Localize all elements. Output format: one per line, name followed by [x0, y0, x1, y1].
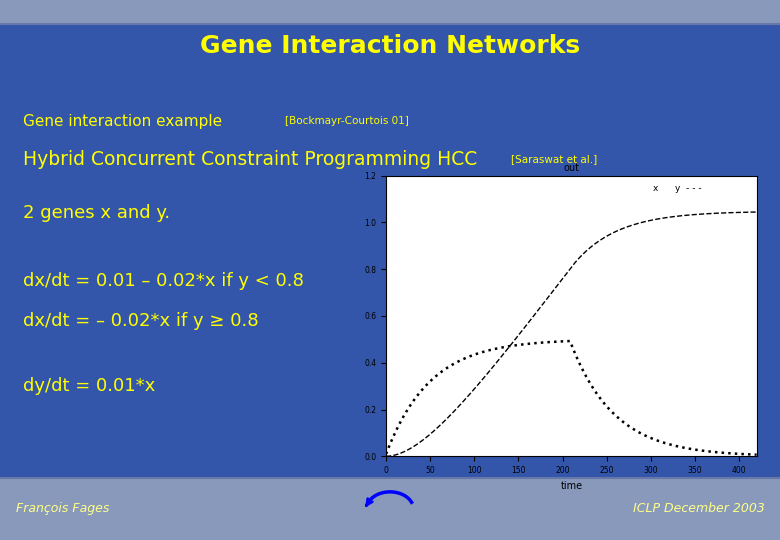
Text: Hybrid Concurrent Constraint Programming HCC: Hybrid Concurrent Constraint Programming…: [23, 150, 484, 169]
Text: x: x: [653, 184, 658, 193]
Text: ICLP December 2003: ICLP December 2003: [633, 502, 764, 515]
Text: [Bockmayr-Courtois 01]: [Bockmayr-Courtois 01]: [285, 117, 409, 126]
Text: Gene Interaction Networks: Gene Interaction Networks: [200, 34, 580, 58]
Text: [Saraswat et al.]: [Saraswat et al.]: [511, 154, 597, 164]
Text: y  - - -: y - - -: [675, 184, 702, 193]
Text: François Fages: François Fages: [16, 502, 109, 515]
Title: out: out: [563, 163, 580, 173]
Text: 2 genes x and y.: 2 genes x and y.: [23, 204, 171, 222]
Text: Gene interaction example: Gene interaction example: [23, 114, 228, 129]
Bar: [0, 0, 780, 24]
Text: dy/dt = 0.01*x: dy/dt = 0.01*x: [23, 377, 156, 395]
Text: dx/dt = – 0.02*x if y ≥ 0.8: dx/dt = – 0.02*x if y ≥ 0.8: [23, 312, 259, 330]
X-axis label: time: time: [560, 481, 583, 490]
Text: dx/dt = 0.01 – 0.02*x if y < 0.8: dx/dt = 0.01 – 0.02*x if y < 0.8: [23, 272, 304, 290]
Bar: [0, 478, 780, 540]
